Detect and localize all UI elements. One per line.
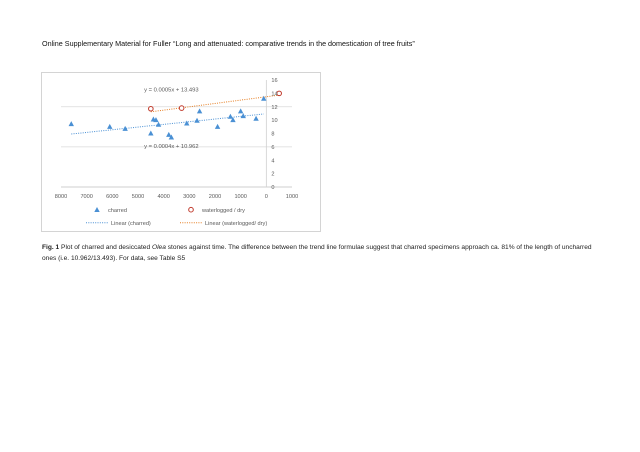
x-tick-label: 4000 [157, 194, 169, 200]
y-tick-label: 16 [271, 78, 277, 84]
y-tick-label: 0 [271, 185, 274, 191]
y-tick-label: 2 [271, 172, 274, 178]
scatter-chart: 8000 7000 6000 5000 4000 3000 2000 1000 0 1000 0 2 4… [41, 72, 321, 232]
x-tick-label: 2000 [209, 194, 221, 200]
gridlines [61, 80, 292, 188]
x-tick-label: 6000 [106, 194, 118, 200]
caption-label: Fig. 1 [42, 244, 60, 251]
charred-point [261, 95, 267, 101]
caption-italic: Olea [151, 244, 166, 251]
x-tick-label: 3000 [183, 194, 195, 200]
charred-point [148, 130, 154, 136]
data-points [68, 90, 282, 140]
caption-text-1: Plot of charred and desiccated [59, 244, 152, 251]
charred-point [68, 121, 74, 127]
legend-marker-charred [94, 207, 100, 212]
charred-point [240, 113, 246, 119]
trendline-equation: y = 0.0004x + 10.962 [144, 144, 198, 150]
y-tick-label: 8 [271, 132, 274, 138]
page-header: Online Supplementary Material for Fuller… [42, 39, 415, 48]
trendline-equation: y = 0.0005x + 13.493 [144, 87, 198, 93]
y-tick-label: 10 [271, 118, 277, 124]
charred-point [155, 121, 162, 127]
x-tick-label: 8000 [55, 194, 67, 200]
y-tick-label: 14 [271, 91, 277, 97]
charred-point [166, 131, 172, 137]
figure-caption: Fig. 1 Plot of charred and desiccated Ol… [42, 243, 598, 264]
legend-label: Linear (charred) [111, 221, 151, 227]
charred-point [237, 108, 244, 114]
tick-labels: 8000 7000 6000 5000 4000 3000 2000 1000 0 1000 0 2 4… [55, 78, 298, 200]
y-tick-label: 6 [271, 145, 274, 151]
trendline-equations: y = 0.0004x + 10.962 y = 0.0005x + 13.493 [144, 87, 198, 150]
charred-point [122, 125, 128, 131]
trendline [150, 94, 280, 113]
legend-label: charred [108, 208, 127, 214]
chart-border [41, 72, 321, 232]
legend-marker-waterlogged [188, 206, 194, 213]
charred-point [153, 117, 159, 123]
legend: charred waterlogged / dry Linear (charred)… [86, 206, 267, 227]
x-tick-label: 7000 [80, 194, 92, 200]
y-tick-label: 4 [271, 158, 274, 164]
waterlogged-point [148, 105, 154, 112]
charred-point [214, 123, 221, 129]
x-tick-label: 0 [265, 194, 268, 200]
caption-text-2: stones against time. The difference betw… [42, 244, 592, 262]
charred-point [194, 117, 200, 123]
charred-point [227, 113, 234, 119]
charred-point [168, 134, 175, 140]
charred-point [107, 123, 113, 129]
charred-point [196, 108, 203, 114]
y-tick-label: 12 [271, 105, 277, 111]
charred-point [253, 115, 259, 121]
waterlogged-point [178, 105, 185, 111]
charred-point [184, 120, 190, 126]
x-tick-label: 1000 [234, 194, 246, 200]
charred-point [230, 117, 236, 123]
x-tick-label: 5000 [132, 194, 144, 200]
waterlogged-point [276, 90, 282, 97]
legend-label: Linear (waterlogged/ dry) [205, 221, 267, 227]
legend-label: waterlogged / dry [201, 208, 245, 214]
x-tick-label: 1000 [286, 194, 298, 200]
